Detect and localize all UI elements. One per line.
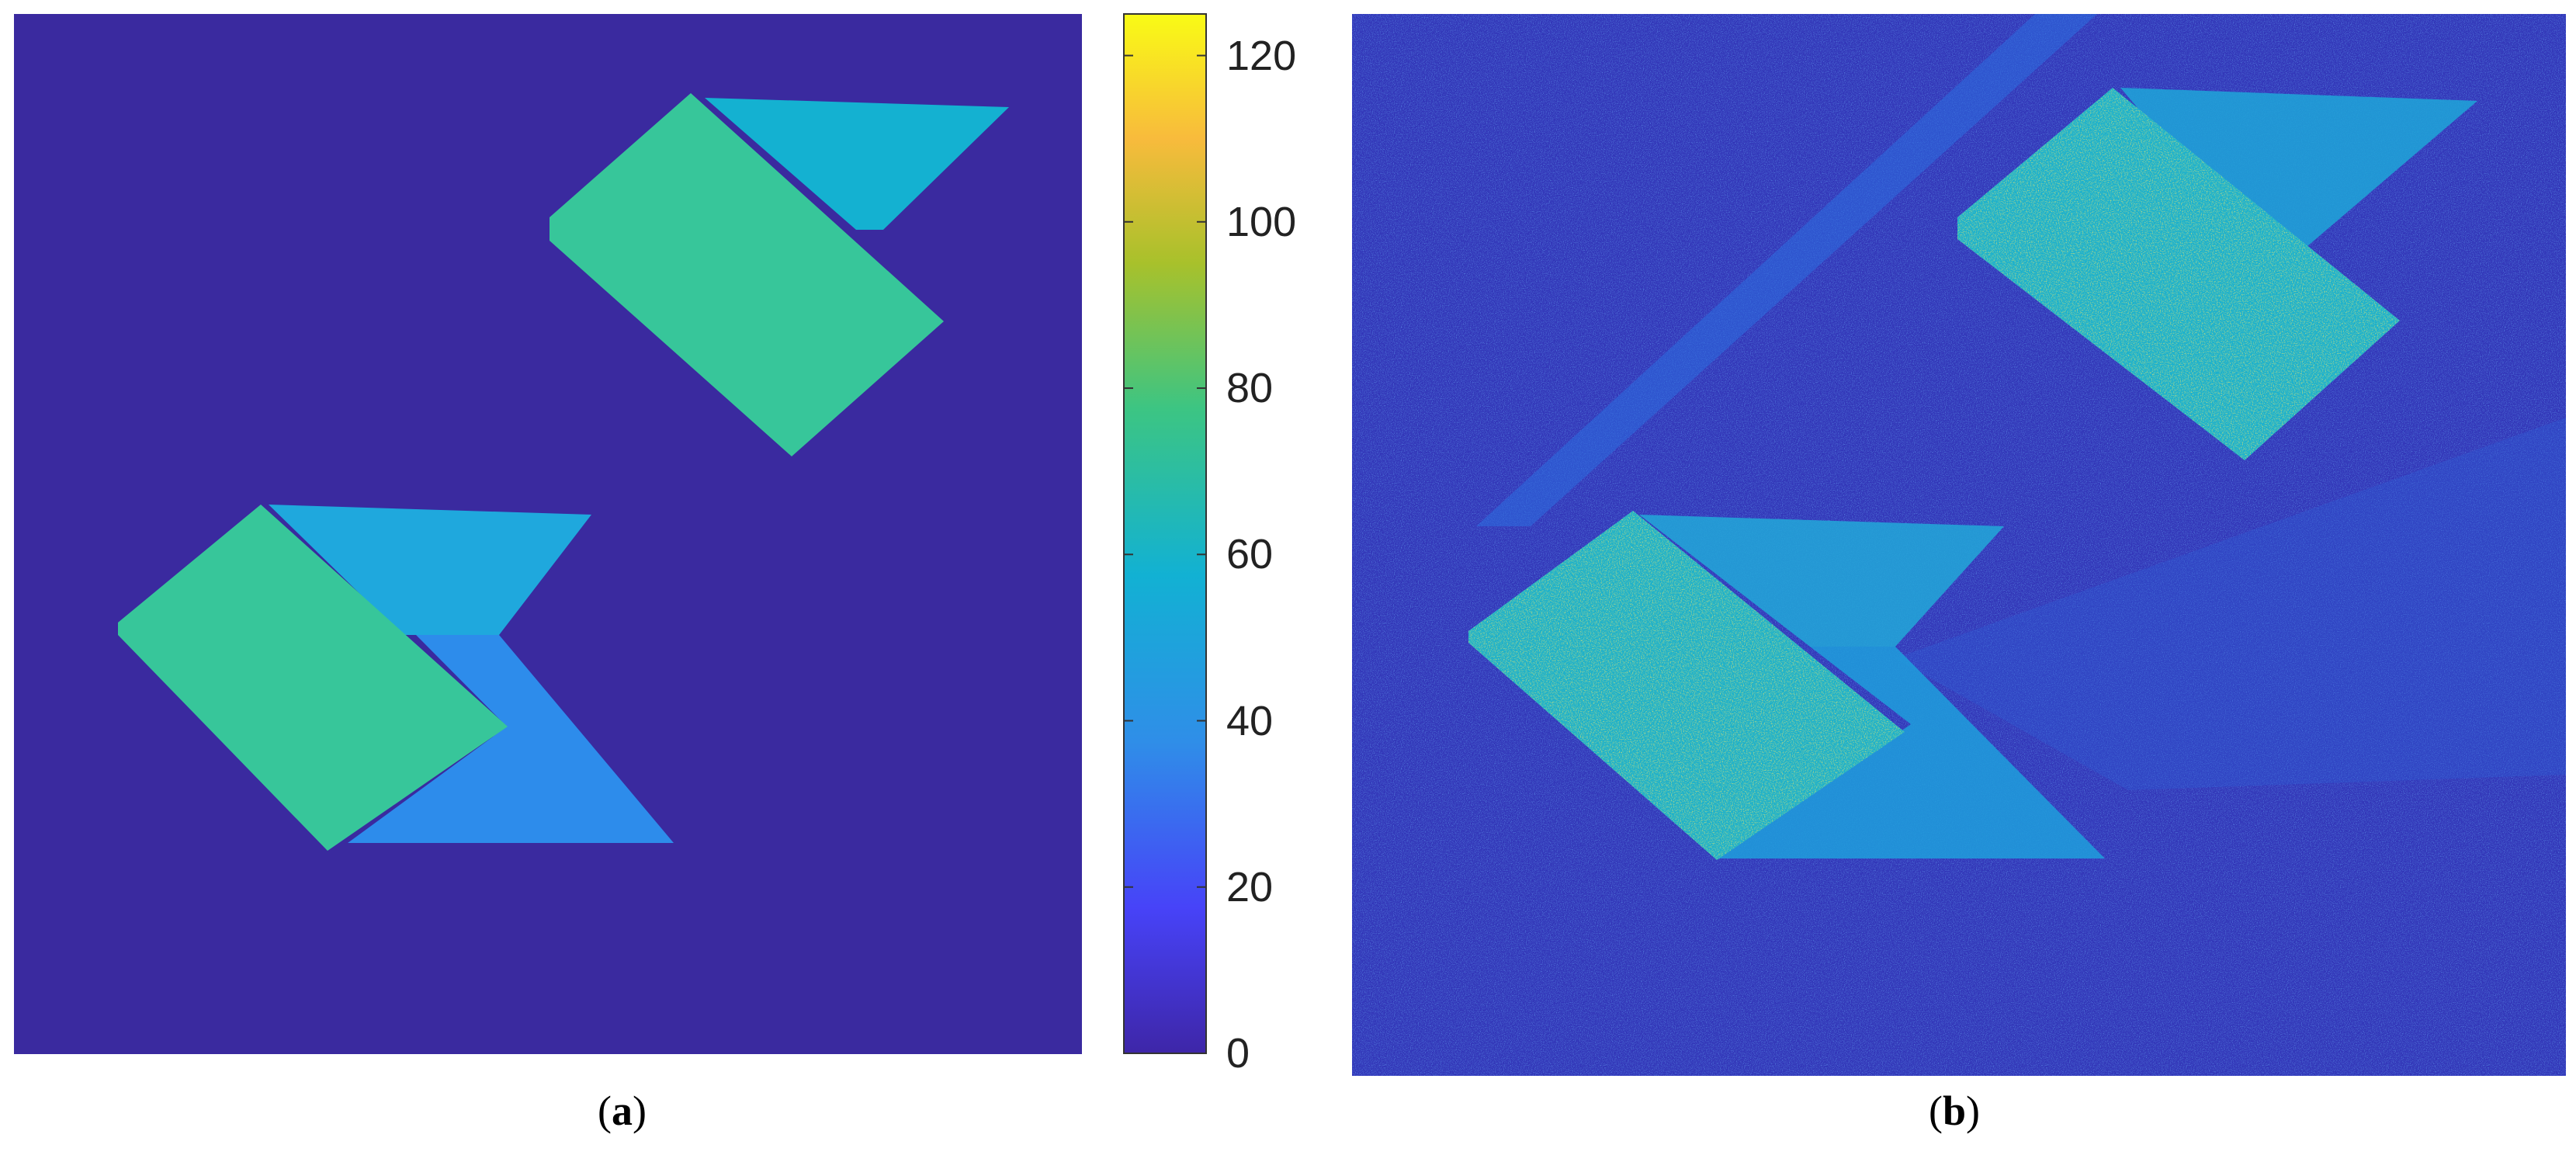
caption-b: (b) — [1929, 1087, 1981, 1134]
colorbar-tick-label: 120 — [1226, 32, 1297, 79]
diagonal-road — [1476, 14, 2097, 526]
lower-building-roof-b — [1717, 647, 2105, 858]
caption-a: (a) — [598, 1087, 647, 1134]
colorbar-gradient — [1123, 13, 1207, 1054]
colorbar-tick-label: 80 — [1226, 365, 1274, 412]
road-region — [1895, 418, 2566, 790]
height-map-image — [14, 14, 1082, 1054]
colorbar-tick-label: 20 — [1226, 863, 1274, 911]
lower-building-roof-a — [1639, 515, 2004, 647]
top-green-roof — [550, 93, 944, 456]
top-cyan-roof — [705, 98, 1009, 230]
bottom-blue-roof — [348, 635, 674, 843]
colorbar — [1123, 13, 1207, 1054]
colorbar-tick-label: 60 — [1226, 531, 1274, 578]
bottom-cyan-roof — [269, 505, 591, 635]
bottom-green-roof — [118, 505, 508, 851]
colorbar-tick-label: 40 — [1226, 697, 1274, 744]
sar-image — [1352, 14, 2566, 1076]
upper-building-roof-a — [2120, 88, 2477, 247]
colorbar-tick-label: 0 — [1226, 1030, 1250, 1077]
panel-a-height-map — [14, 14, 1082, 1054]
colorbar-ticks — [1124, 54, 1206, 1054]
colorbar-tick-label: 100 — [1226, 198, 1297, 245]
panel-b-sar-image — [1352, 14, 2566, 1076]
lower-building-speckle — [1468, 511, 1905, 860]
upper-building-speckle — [1957, 88, 2400, 460]
